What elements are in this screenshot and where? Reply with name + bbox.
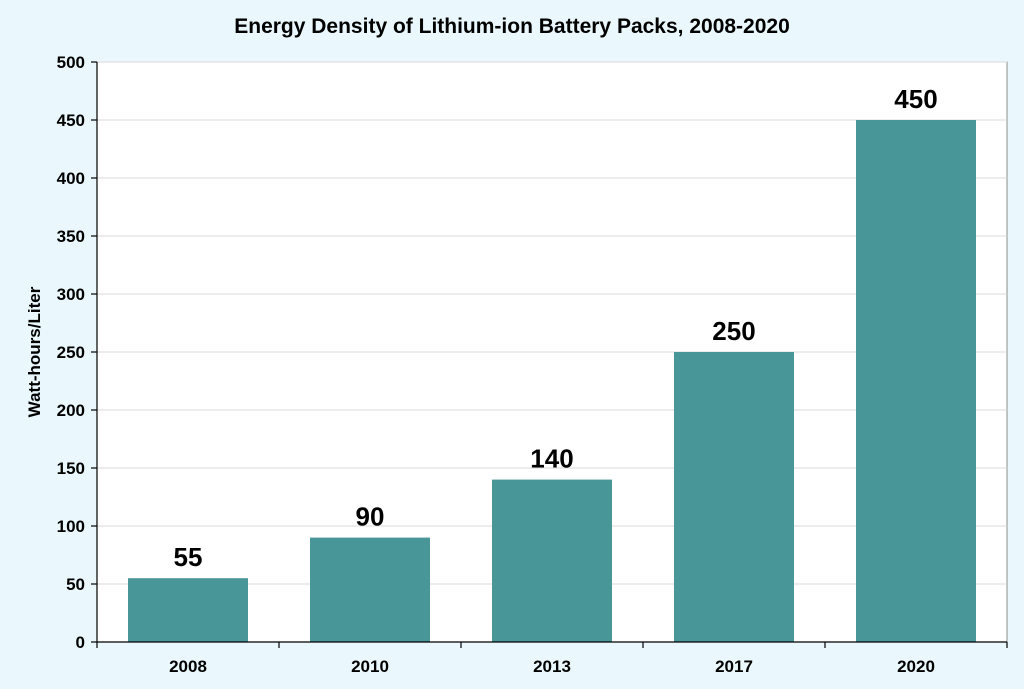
x-ticks: 2008 2010 2013 2017 2020 bbox=[96, 642, 1008, 676]
x-tick-label: 2013 bbox=[533, 657, 571, 676]
gridlines bbox=[97, 61, 1007, 585]
y-tick-label: 50 bbox=[66, 575, 85, 594]
y-tick-label: 350 bbox=[57, 227, 85, 246]
x-tick-label: 2020 bbox=[897, 657, 935, 676]
data-label: 140 bbox=[530, 444, 573, 474]
x-tick-label: 2008 bbox=[169, 657, 207, 676]
bars bbox=[128, 120, 976, 642]
y-tick-label: 100 bbox=[57, 517, 85, 536]
y-tick-label: 300 bbox=[57, 285, 85, 304]
x-tick-label: 2017 bbox=[715, 657, 753, 676]
y-axis-label: Watt-hours/Liter bbox=[25, 286, 44, 417]
bar bbox=[492, 479, 612, 642]
y-tick-label: 400 bbox=[57, 169, 85, 188]
y-ticks: 0 50 100 150 200 250 300 350 400 450 500 bbox=[57, 53, 98, 652]
y-tick-label: 150 bbox=[57, 459, 85, 478]
bar bbox=[856, 120, 976, 642]
data-label: 55 bbox=[174, 542, 203, 572]
bar bbox=[128, 578, 248, 642]
data-label: 250 bbox=[712, 316, 755, 346]
data-label: 450 bbox=[894, 84, 937, 114]
x-tick-label: 2010 bbox=[351, 657, 389, 676]
data-label: 90 bbox=[356, 502, 385, 532]
bar bbox=[674, 352, 794, 642]
y-tick-label: 500 bbox=[57, 53, 85, 72]
bar bbox=[310, 537, 430, 642]
y-tick-label: 250 bbox=[57, 343, 85, 362]
chart-title: Energy Density of Lithium-ion Battery Pa… bbox=[234, 15, 790, 38]
data-labels: 55 90 140 250 450 bbox=[174, 84, 938, 572]
y-tick-label: 200 bbox=[57, 401, 85, 420]
y-tick-label: 0 bbox=[76, 633, 85, 652]
y-tick-label: 450 bbox=[57, 111, 85, 130]
